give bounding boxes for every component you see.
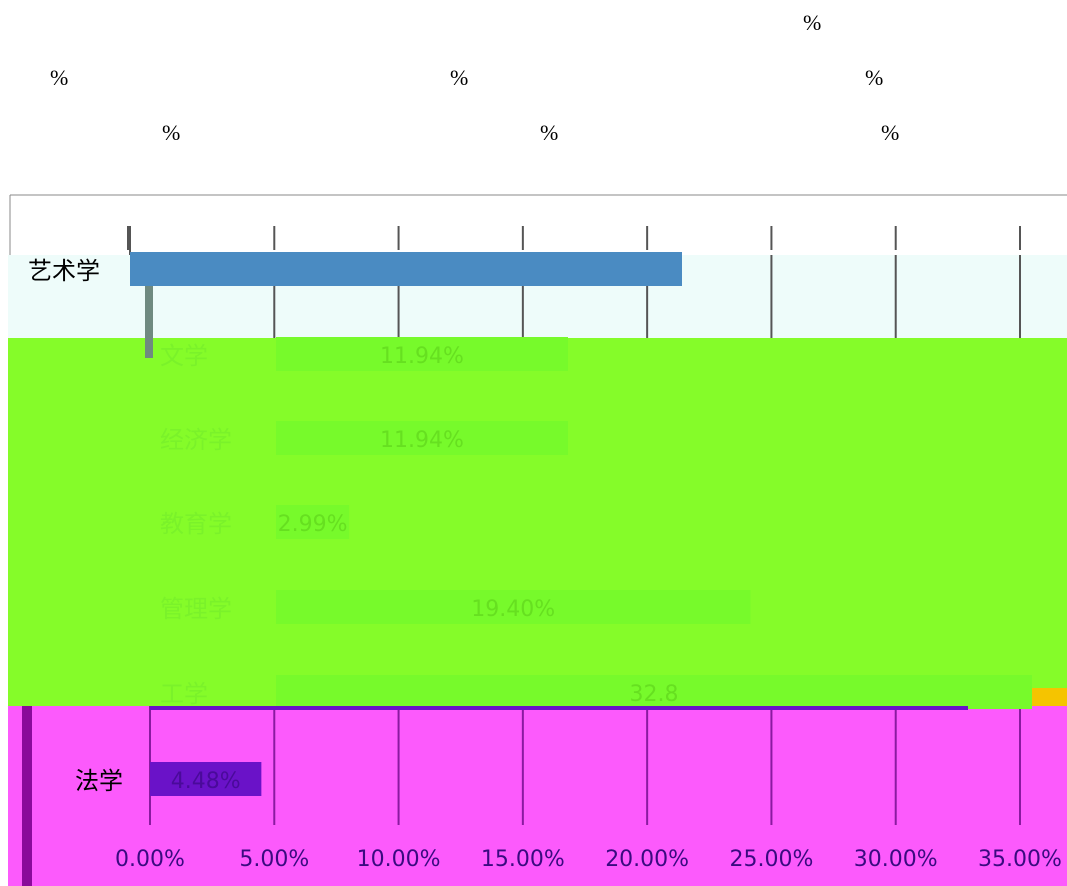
data-label: 4.48% bbox=[171, 769, 241, 794]
percent-mark: % bbox=[881, 120, 900, 145]
percent-mark: % bbox=[450, 65, 469, 90]
category-label: 经济学 bbox=[160, 426, 232, 454]
data-label: 32.8 bbox=[630, 682, 679, 707]
category-label: 文学 bbox=[160, 342, 208, 370]
artifact-strip bbox=[145, 270, 153, 358]
percent-mark: % bbox=[540, 120, 559, 145]
data-label: 19.40% bbox=[471, 597, 555, 622]
percent-mark: % bbox=[803, 10, 822, 35]
x-tick-label: 0.00% bbox=[115, 847, 185, 872]
category-label: 工学 bbox=[160, 680, 208, 708]
category-label: 法学 bbox=[75, 767, 123, 795]
x-tick-label: 30.00% bbox=[854, 847, 938, 872]
x-tick-label: 35.00% bbox=[978, 847, 1062, 872]
bar bbox=[276, 337, 568, 371]
x-tick-label: 15.00% bbox=[481, 847, 565, 872]
category-label: 管理学 bbox=[160, 595, 232, 623]
artifact-line bbox=[150, 706, 968, 710]
x-tick-label: 10.00% bbox=[357, 847, 441, 872]
data-label: 11.94% bbox=[380, 428, 464, 453]
bar bbox=[276, 590, 751, 624]
data-label: 11.94% bbox=[380, 344, 464, 369]
bar bbox=[150, 762, 262, 796]
bar bbox=[276, 421, 568, 455]
percent-mark: % bbox=[865, 65, 884, 90]
data-label: 2.99% bbox=[278, 512, 348, 537]
x-tick-label: 5.00% bbox=[239, 847, 309, 872]
bar bbox=[276, 505, 350, 539]
bar bbox=[276, 675, 1032, 709]
x-tick-label: 25.00% bbox=[729, 847, 813, 872]
x-tick-label: 20.00% bbox=[605, 847, 689, 872]
bar bbox=[130, 252, 682, 286]
category-label: 艺术学 bbox=[28, 257, 100, 285]
category-label: 教育学 bbox=[160, 510, 232, 538]
artifact-band-green bbox=[8, 338, 1067, 706]
percent-mark: % bbox=[162, 120, 181, 145]
artifact-strip bbox=[22, 706, 32, 886]
artifact-block bbox=[1032, 688, 1067, 706]
percent-mark: % bbox=[50, 65, 69, 90]
